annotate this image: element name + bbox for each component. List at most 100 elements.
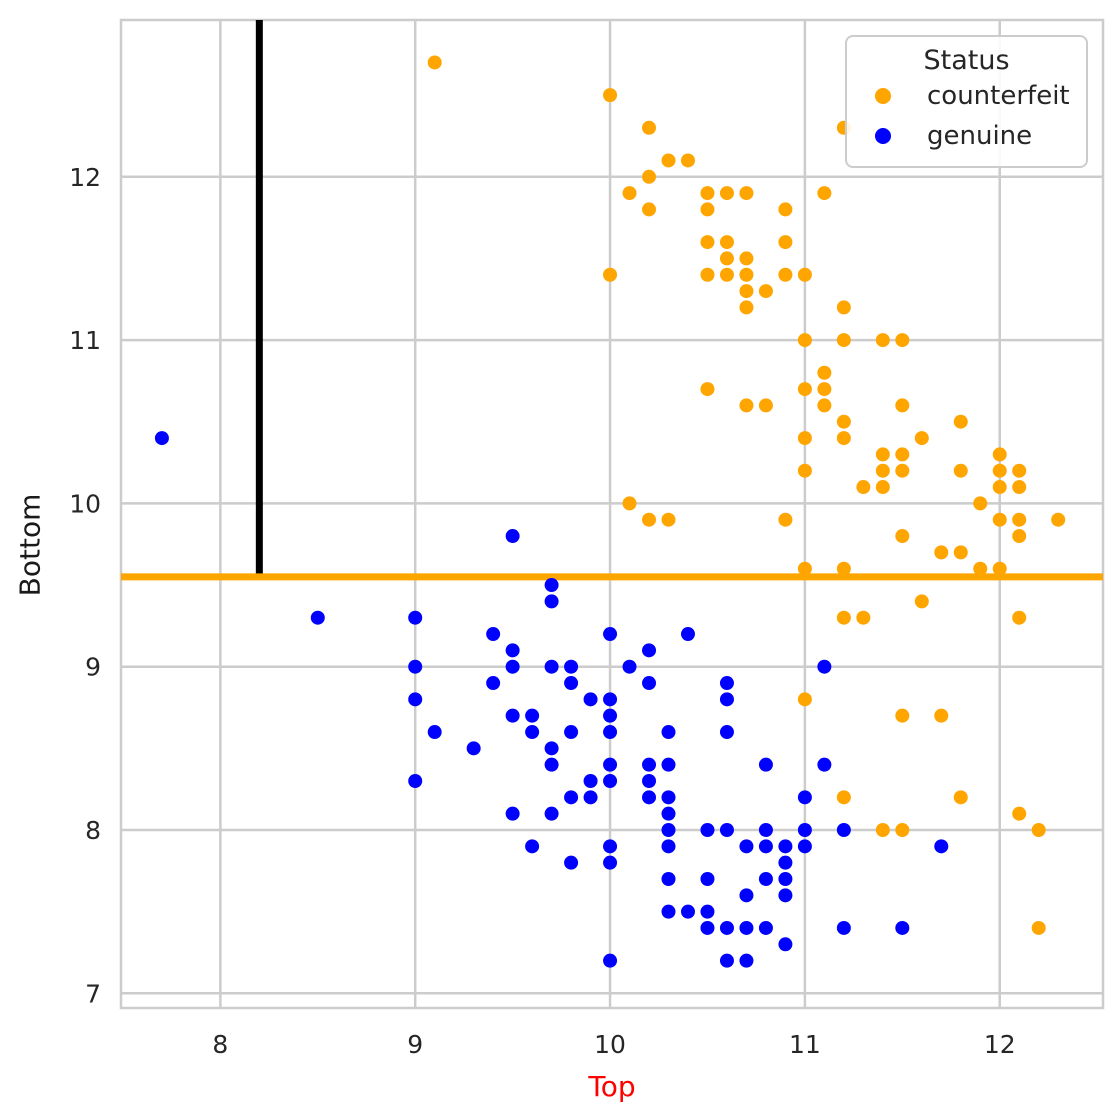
legend-label-counterfeit: counterfeit (927, 81, 1070, 111)
data-point-counterfeit (992, 512, 1007, 527)
data-point-genuine (466, 741, 481, 756)
data-point-genuine (622, 659, 637, 674)
data-point-counterfeit (1031, 822, 1046, 837)
y-tick-label-11: 11 (69, 326, 101, 355)
data-point-genuine (564, 855, 579, 870)
data-point-counterfeit (953, 545, 968, 560)
data-point-counterfeit (875, 447, 890, 462)
data-point-genuine (739, 920, 754, 935)
data-point-counterfeit (856, 480, 871, 495)
data-point-genuine (778, 888, 793, 903)
data-point-counterfeit (700, 202, 715, 217)
y-tick-label-10: 10 (69, 489, 101, 518)
data-point-genuine (544, 578, 559, 593)
data-point-genuine (700, 920, 715, 935)
data-point-genuine (739, 839, 754, 854)
data-point-genuine (680, 904, 695, 919)
data-point-counterfeit (797, 267, 812, 282)
data-point-genuine (603, 708, 618, 723)
data-point-genuine (505, 529, 520, 544)
data-point-counterfeit (797, 463, 812, 478)
data-point-genuine (758, 839, 773, 854)
data-point-counterfeit (622, 496, 637, 511)
data-point-counterfeit (778, 512, 793, 527)
data-point-genuine (505, 659, 520, 674)
data-point-counterfeit (992, 463, 1007, 478)
data-point-genuine (778, 937, 793, 952)
data-point-counterfeit (739, 251, 754, 266)
data-point-genuine (544, 659, 559, 674)
data-point-genuine (934, 839, 949, 854)
data-point-genuine (408, 774, 423, 789)
data-point-genuine (797, 839, 812, 854)
data-point-counterfeit (797, 382, 812, 397)
data-point-counterfeit (973, 561, 988, 576)
data-point-genuine (642, 790, 657, 805)
data-point-counterfeit (700, 382, 715, 397)
data-point-counterfeit (797, 431, 812, 446)
data-point-counterfeit (797, 561, 812, 576)
data-point-counterfeit (934, 545, 949, 560)
data-point-counterfeit (1012, 610, 1027, 625)
data-point-counterfeit (836, 300, 851, 315)
data-point-genuine (739, 953, 754, 968)
data-point-counterfeit (758, 284, 773, 299)
data-point-counterfeit (836, 431, 851, 446)
data-point-counterfeit (739, 284, 754, 299)
data-point-genuine (603, 692, 618, 707)
x-tick-label-12: 12 (984, 1030, 1016, 1059)
y-tick-label-9: 9 (85, 653, 101, 682)
data-point-genuine (778, 839, 793, 854)
data-point-counterfeit (817, 382, 832, 397)
data-point-genuine (564, 790, 579, 805)
data-point-counterfeit (875, 463, 890, 478)
data-point-counterfeit (836, 561, 851, 576)
data-point-counterfeit (1012, 463, 1027, 478)
data-point-counterfeit (603, 88, 618, 103)
x-tick-label-9: 9 (407, 1030, 423, 1059)
data-point-genuine (525, 725, 540, 740)
data-point-genuine (895, 920, 910, 935)
data-point-counterfeit (700, 267, 715, 282)
counterfeit-marker-icon (875, 88, 891, 104)
data-point-counterfeit (817, 398, 832, 413)
data-point-counterfeit (427, 55, 442, 70)
data-point-counterfeit (778, 235, 793, 250)
plot-border (119, 18, 1105, 1010)
data-point-counterfeit (875, 822, 890, 837)
legend: Status counterfeit genuine (845, 35, 1088, 168)
data-point-counterfeit (836, 790, 851, 805)
data-point-counterfeit (895, 333, 910, 348)
data-point-genuine (778, 871, 793, 886)
data-point-counterfeit (992, 561, 1007, 576)
data-point-counterfeit (953, 414, 968, 429)
data-point-genuine (661, 757, 676, 772)
data-point-genuine (719, 822, 734, 837)
data-point-counterfeit (700, 235, 715, 250)
data-point-counterfeit (992, 480, 1007, 495)
data-point-counterfeit (642, 120, 657, 135)
data-point-genuine (758, 822, 773, 837)
data-point-genuine (719, 725, 734, 740)
data-point-counterfeit (817, 186, 832, 201)
data-point-genuine (758, 757, 773, 772)
y-axis-label: Bottom (13, 493, 47, 597)
data-point-counterfeit (895, 822, 910, 837)
data-point-genuine (758, 871, 773, 886)
data-point-genuine (603, 725, 618, 740)
data-point-genuine (505, 708, 520, 723)
data-point-genuine (661, 904, 676, 919)
data-point-counterfeit (836, 414, 851, 429)
data-point-genuine (408, 610, 423, 625)
data-point-counterfeit (895, 529, 910, 544)
data-point-counterfeit (719, 251, 734, 266)
data-point-genuine (427, 725, 442, 740)
data-point-genuine (603, 855, 618, 870)
data-point-genuine (719, 676, 734, 691)
data-point-counterfeit (1031, 920, 1046, 935)
data-point-counterfeit (1012, 480, 1027, 495)
data-point-genuine (486, 676, 501, 691)
data-point-counterfeit (719, 186, 734, 201)
data-point-genuine (603, 757, 618, 772)
